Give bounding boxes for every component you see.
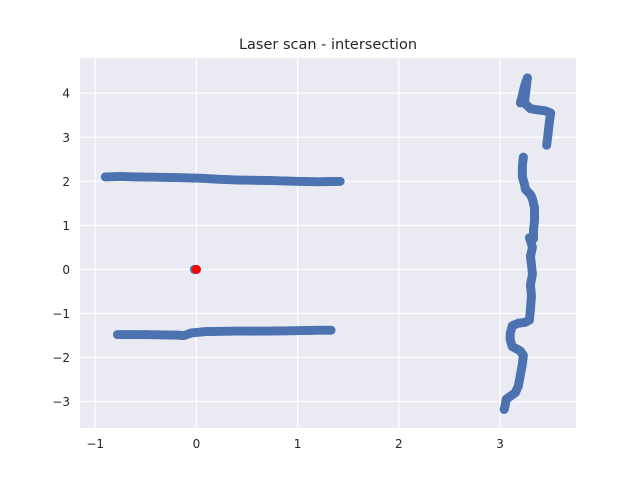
scan-points	[100, 73, 556, 414]
y-tick-label: 2	[62, 175, 70, 189]
y-tick-labels: −3 −2 −1 0 1 2 3 4	[52, 87, 70, 409]
y-tick-label: −3	[52, 395, 70, 409]
x-tick-labels: −1 0 1 2 3	[86, 437, 504, 451]
y-tick-label: 0	[62, 263, 70, 277]
scan-point	[335, 176, 345, 186]
y-tick-label: 4	[62, 87, 70, 101]
y-tick-label: −2	[52, 351, 70, 365]
y-tick-label: 1	[62, 219, 70, 233]
x-tick-label: −1	[86, 437, 104, 451]
y-tick-label: −1	[52, 307, 70, 321]
x-tick-label: 3	[496, 437, 504, 451]
x-tick-label: 0	[193, 437, 201, 451]
x-tick-label: 1	[294, 437, 302, 451]
plot-background	[80, 58, 576, 428]
robot-position-point	[191, 264, 201, 274]
chart-title: Laser scan - intersection	[239, 37, 417, 53]
scan-point	[499, 405, 509, 414]
scan-point	[542, 140, 552, 150]
y-tick-label: 3	[62, 131, 70, 145]
data-marks	[100, 73, 556, 414]
x-tick-label: 2	[395, 437, 403, 451]
scan-point	[326, 325, 336, 335]
